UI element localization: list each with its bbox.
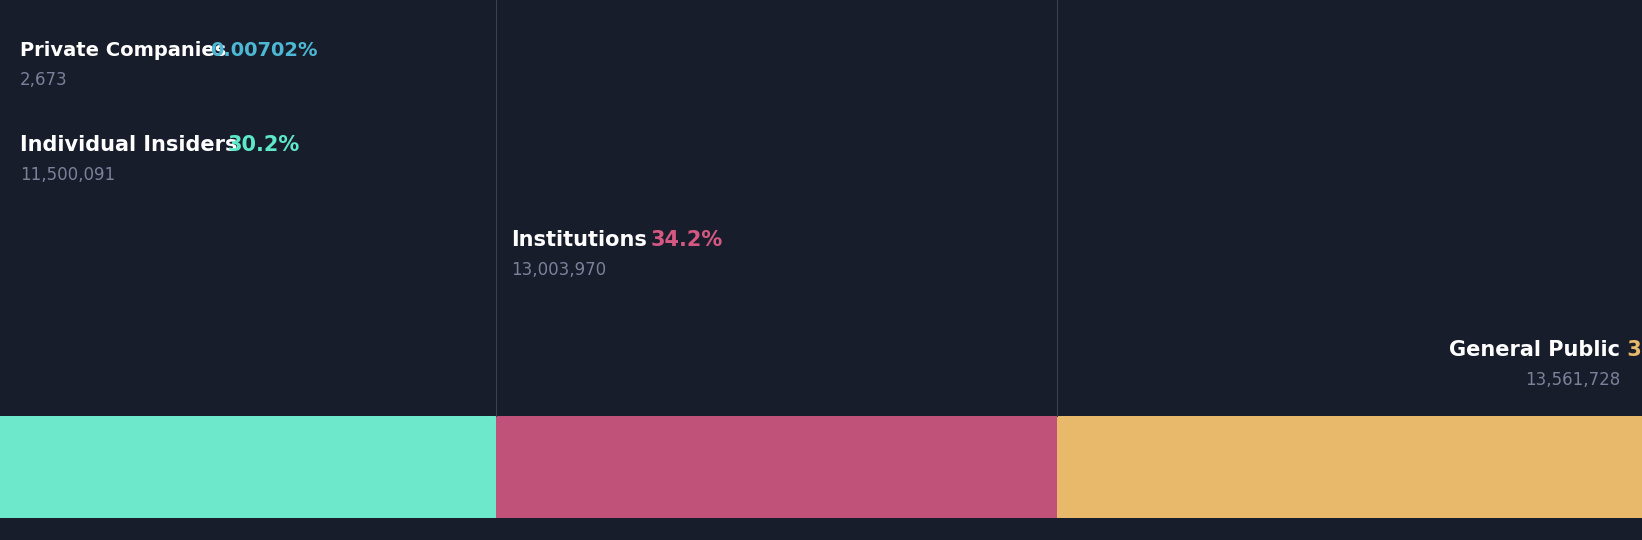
Text: Individual Insiders: Individual Insiders	[20, 135, 238, 155]
Text: 35.6%: 35.6%	[1621, 340, 1642, 360]
Bar	[1057, 416, 1642, 518]
Bar	[496, 416, 1057, 518]
Text: 11,500,091: 11,500,091	[20, 166, 115, 184]
Text: Private Companies: Private Companies	[20, 40, 227, 59]
Text: 0.00702%: 0.00702%	[210, 40, 317, 59]
Text: 30.2%: 30.2%	[228, 135, 300, 155]
Text: General Public: General Public	[1448, 340, 1621, 360]
Text: 34.2%: 34.2%	[650, 230, 722, 250]
Text: 13,561,728: 13,561,728	[1525, 371, 1621, 389]
Bar	[0, 416, 496, 518]
Text: 13,003,970: 13,003,970	[511, 261, 606, 279]
Text: Institutions: Institutions	[511, 230, 647, 250]
Text: 2,673: 2,673	[20, 71, 67, 89]
